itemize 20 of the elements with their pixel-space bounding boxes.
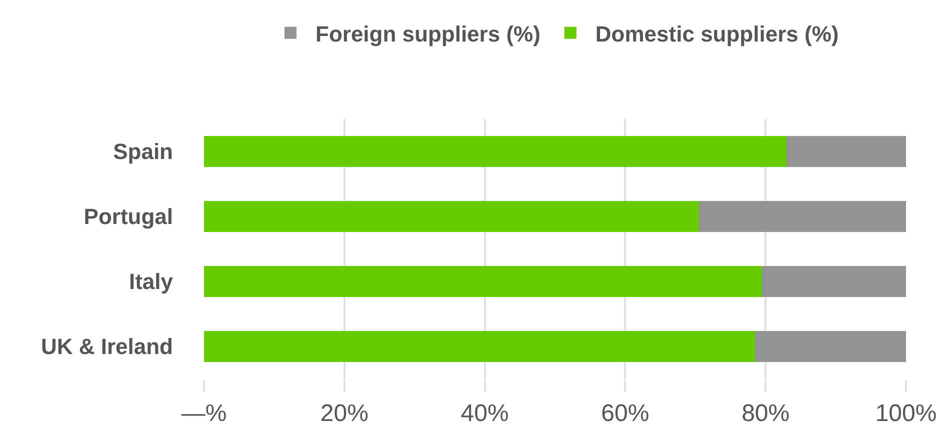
legend-label: Domestic suppliers (%) [595,21,839,46]
x-tick-label: 60% [601,400,650,427]
bar [755,330,906,362]
bar [762,266,906,298]
y-tick-label: Portugal [84,204,173,230]
bar [204,200,699,232]
x-tick-label: 20% [320,400,368,427]
bar [204,266,762,298]
y-tick-label: UK & Ireland [40,334,173,360]
bar [204,136,787,168]
y-tick-label: Spain [113,139,173,164]
y-tick-label: Italy [128,269,174,294]
bar [698,200,906,232]
x-tick-label: —% [181,400,227,427]
bar [204,330,756,362]
legend-label: Foreign suppliers (%) [316,21,540,46]
x-tick-label: 40% [460,400,509,427]
x-tick-label: 80% [742,400,790,427]
bar [786,136,906,168]
x-tick-label: 100% [875,400,937,427]
